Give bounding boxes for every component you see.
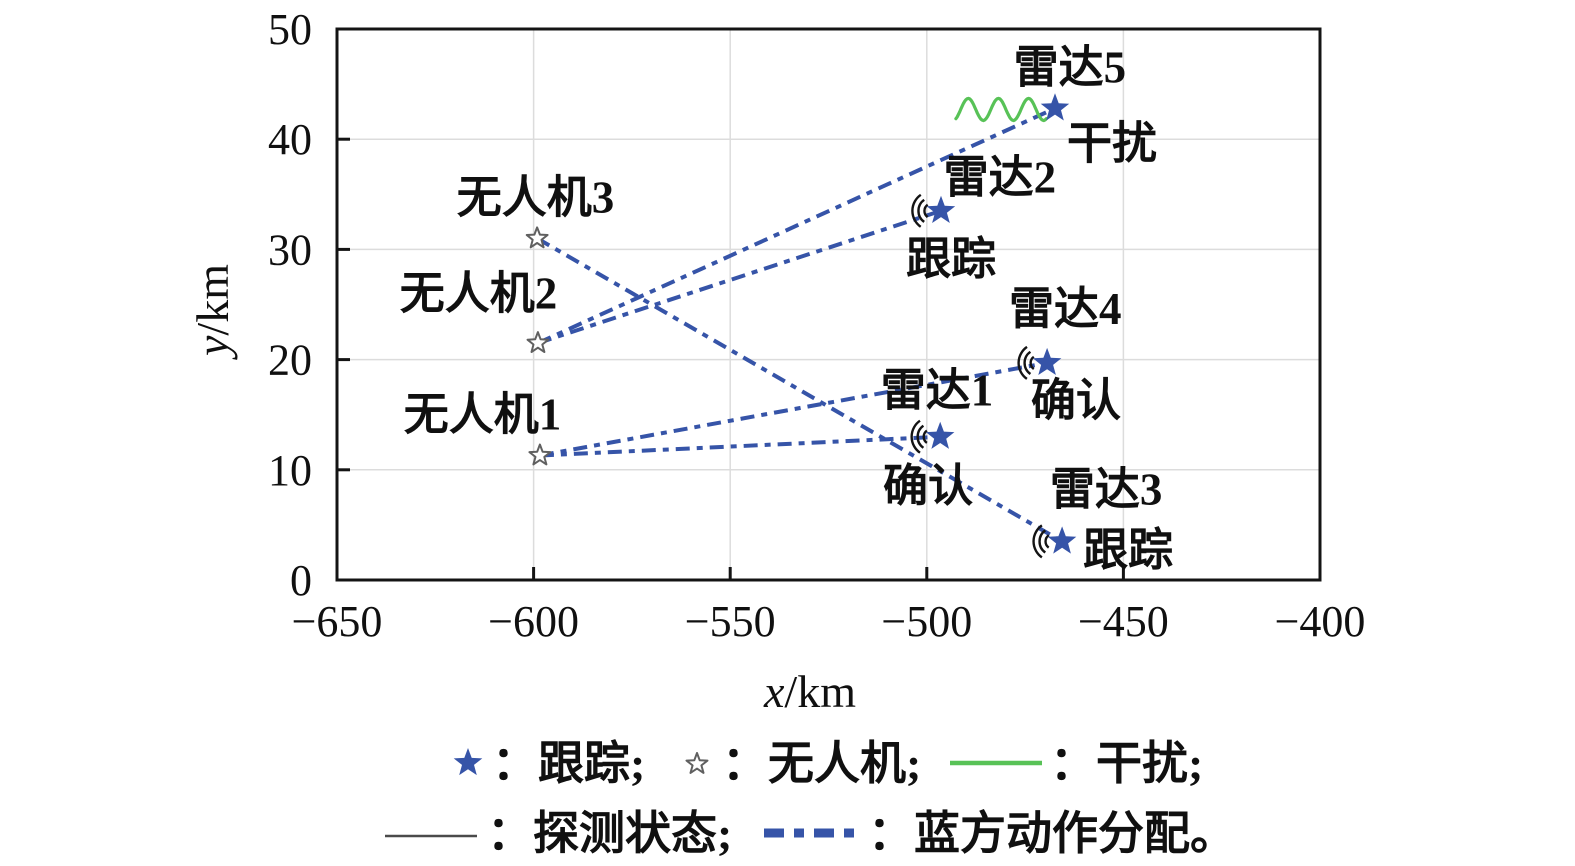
uav3-marker [525,226,549,249]
radar3-action-label: 跟踪 [1083,525,1173,575]
legend-jam-label: ：干扰; [1050,738,1203,789]
x-tick-label: −550 [685,597,776,646]
legend: ：跟踪; ：无人机; ：干扰; ：探测状态; ：蓝方动作分配。 [385,738,1236,859]
y-axis-label: y/km [187,264,238,360]
legend-uav-star-icon [685,752,709,774]
radar1-label: 雷达1 [881,365,994,415]
y-tick-label: 20 [268,336,312,385]
radar5-action-label: 干扰 [1067,119,1157,169]
detection-arcs-radar4 [1023,350,1032,375]
detection-arcs-radar3 [1038,529,1047,554]
x-tick-label: −650 [292,597,383,646]
radar3-label: 雷达3 [1050,465,1163,515]
detection-arcs-radar3 [1044,534,1050,549]
radar5-marker [1040,93,1070,121]
uav1-label: 无人机1 [404,390,562,440]
x-tick-label: −400 [1275,597,1366,646]
y-tick-label: 0 [290,556,312,605]
detection-arcs-radar1 [910,419,921,454]
radar3-marker [1047,526,1077,554]
y-tick-label: 30 [268,225,312,274]
uav3-label: 无人机3 [457,173,615,223]
detection-arcs-radar2 [911,193,922,228]
radar4-marker [1032,347,1062,375]
legend-detect-label: ：探测状态; [487,808,732,859]
y-tick-label: 50 [268,5,312,54]
uav1-marker [528,443,552,466]
axes-box [335,27,1322,582]
detection-arcs-radar2 [917,198,925,223]
radar2-marker [926,195,956,223]
jam-wave-layer [954,96,1048,123]
detection-arcs-radar3 [1032,524,1043,559]
uav2-marker [526,331,550,353]
assignment-lines-layer [536,106,1064,544]
legend-uav-label: ：无人机; [722,738,921,789]
radar1-marker [925,421,955,449]
grid-layer [337,29,1320,580]
annotations-layer: −650 −600 −550 −500 −450 −400 0 10 20 30 40 50 x/km y… [187,5,1365,717]
legend-track-label: ：跟踪; [492,738,645,789]
axes-box-layer [335,27,1322,582]
jam-wave [954,96,1048,123]
x-tick-label: −600 [488,597,579,646]
radar4-label: 雷达4 [1009,284,1122,334]
y-tick-label: 40 [268,115,312,164]
radar2-label: 雷达2 [944,153,1057,203]
radar5-label: 雷达5 [1014,42,1127,92]
x-tick-label: −500 [881,597,972,646]
legend-assign-label: ：蓝方动作分配。 [868,808,1236,859]
radar4-action-label: 确认 [1031,375,1121,425]
detection-arcs-radar2 [923,203,929,218]
radar2-action-label: 跟踪 [906,234,996,284]
assignment-line-uav1-radar4 [539,360,1048,458]
detection-arcs-radar4 [1029,355,1035,370]
y-tick-label: 10 [268,446,312,495]
uav2-label: 无人机2 [400,268,558,318]
detection-arcs-radar1 [922,429,928,444]
markers-layer [525,93,1077,559]
detection-arcs-radar1 [916,424,925,449]
assignment-line-uav2-radar5 [537,106,1056,345]
x-axis-label: x/km [763,666,856,717]
assignment-line-uav2-radar2 [537,208,942,345]
radar1-action-label: 确认 [883,461,973,511]
legend-track-star-icon [453,748,483,776]
x-tick-label: −450 [1078,597,1169,646]
detection-arcs-radar4 [1017,345,1028,380]
